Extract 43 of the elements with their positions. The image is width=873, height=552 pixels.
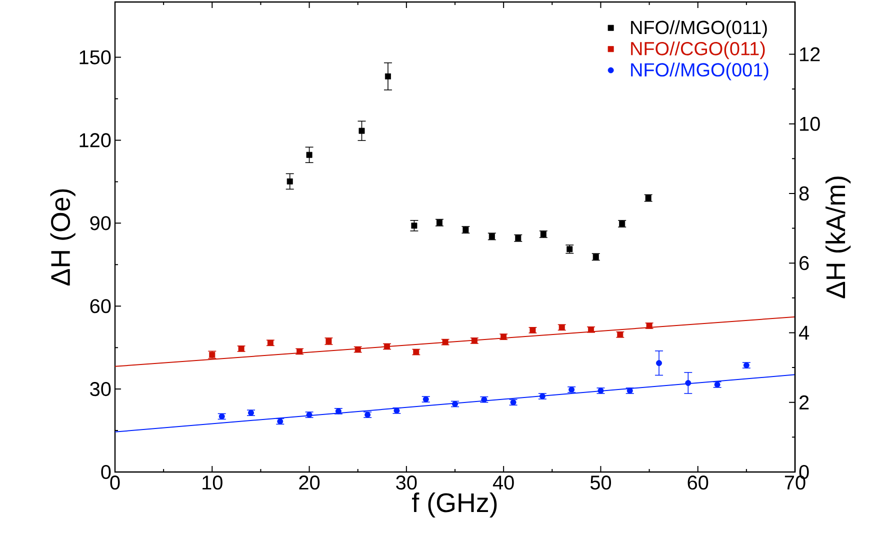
point [306, 152, 312, 158]
y2-tick-label: 2 [800, 395, 809, 410]
y2-tick-label: 6 [800, 256, 809, 270]
legend-label: NFO//MGO(011) [631, 20, 767, 38]
x-tick-label: 20 [299, 476, 320, 490]
y2-tick-label: 4 [798, 326, 810, 340]
x-tick-label: 0 [110, 476, 120, 490]
point [481, 396, 488, 403]
x-tick-label: 60 [688, 476, 708, 490]
y2-tick-label: 12 [800, 47, 820, 62]
x-tick-label: 40 [492, 476, 514, 490]
x-tick-label: 30 [396, 476, 417, 490]
point [335, 408, 342, 414]
y-tick-label: 150 [80, 50, 111, 64]
point [358, 128, 365, 134]
point [384, 73, 391, 80]
point [306, 412, 312, 418]
y2-tick-label: 10 [800, 116, 820, 131]
y-tick-label: 60 [90, 299, 111, 314]
legend-label: NFO//CGO(011) [631, 41, 765, 60]
point [411, 222, 418, 229]
point [364, 412, 371, 418]
point [510, 399, 516, 406]
point [656, 360, 662, 366]
y-tick-label: 30 [90, 382, 111, 396]
point [286, 178, 293, 184]
point [685, 380, 692, 386]
point [568, 386, 575, 393]
x-tick-label: 10 [202, 476, 222, 490]
y-tick-label: 120 [80, 133, 111, 148]
x-tick-label: 50 [590, 476, 612, 490]
point [598, 388, 604, 394]
point [626, 388, 633, 394]
y-tick-label: 0 [101, 464, 111, 480]
legend-label: NFO//MGO(001) [631, 62, 768, 80]
point [452, 401, 458, 407]
y-axis-title: ΔH (Oe) [50, 189, 76, 286]
point [714, 382, 720, 388]
y2-axis-title: ΔH (kA/m) [826, 176, 851, 298]
y2-tick-label: 8 [799, 186, 809, 201]
point [539, 393, 546, 400]
y-tick-label: 90 [90, 216, 111, 230]
x-axis-title: f (GHz) [412, 492, 497, 518]
